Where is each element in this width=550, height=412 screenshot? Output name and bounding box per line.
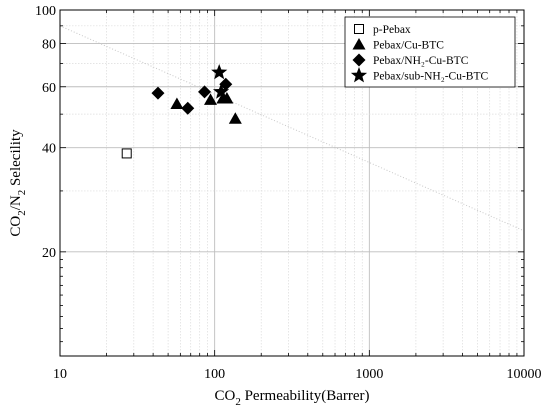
y-tick-label: 100 [35,4,56,19]
point-star [211,63,228,80]
point-diamond [151,86,165,100]
y-axis-title-post: Selecility [8,129,24,190]
legend-marker-star [350,67,368,83]
plot-frame [59,9,525,357]
point-diamond [198,85,212,99]
x-tick-labels: 10 100 1000 10000 [53,367,542,382]
x-tick-label: 100 [204,367,225,382]
y-tick-label: 60 [42,81,56,96]
x-axis-title-sub: 2 [235,396,241,408]
y-axis-title-mid: /N [8,195,24,210]
y-axis-title-b-sub: 2 [16,190,28,196]
point-triangle [220,91,234,104]
point-diamond [181,101,195,115]
legend-label: Pebax/NH₂-Cu-BTC [373,55,469,67]
legend-marker-diamond [352,53,366,67]
point-star [212,83,230,99]
x-axis-title-pre: CO [214,388,235,404]
axis-ticks [60,10,524,356]
y-tick-label: 80 [42,38,56,53]
upper-bound-line-path [59,25,525,232]
upper-bound-line [59,25,525,232]
x-tick-label: 10000 [507,367,542,382]
legend-label: Pebax/Cu-BTC [373,40,444,52]
legend-label: Pebax/sub-NH₂-Cu-BTC [373,71,488,83]
x-axis-title: CO2 Permeability(Barrer) [214,388,369,408]
point-triangle [228,112,242,124]
y-axis-title: CO2/N2 Selecility [8,129,28,237]
point-triangle [170,97,184,109]
x-tick-label: 10 [53,367,67,382]
x-tick-label: 1000 [355,367,383,382]
legend-box [344,16,516,88]
data-points [121,63,242,159]
point-open-square [121,148,132,159]
y-tick-labels: 20 40 60 80 100 [35,4,56,261]
legend: p-Pebax Pebax/Cu-BTC Pebax/NH₂-Cu-BTC Pebax… [344,16,516,88]
legend-marker-triangle [352,38,366,50]
y-axis-title-a-sub: 2 [16,210,28,216]
x-axis-title-post: Permeability(Barrer) [241,388,370,404]
y-tick-label: 40 [42,142,56,157]
y-tick-label: 20 [42,246,56,261]
legend-label: p-Pebax [373,24,411,36]
point-triangle [204,93,218,105]
legend-marker-open-square [354,24,364,34]
y-axis-title-a: CO [8,216,24,237]
